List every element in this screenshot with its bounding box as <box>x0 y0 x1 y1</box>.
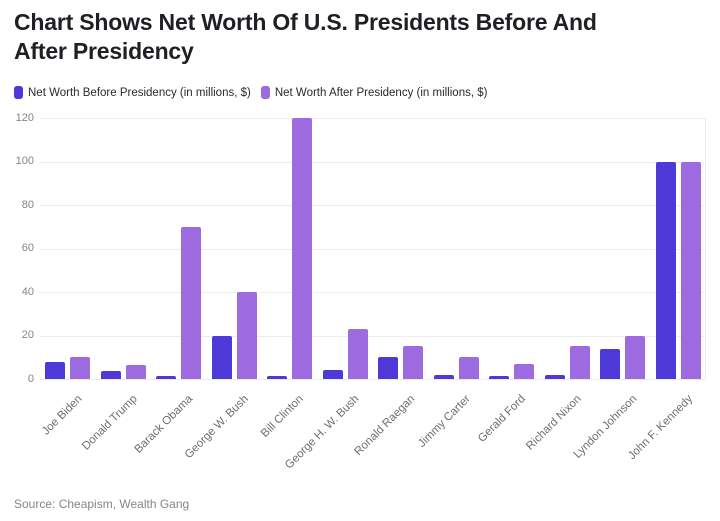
bar-group-richard-nixon <box>540 118 596 379</box>
x-axis-label-richard-nixon: Richard Nixon <box>524 393 584 453</box>
bar-group-john-f-kennedy <box>651 118 707 379</box>
y-axis-tick-label-80: 80 <box>21 198 34 211</box>
gridline-100 <box>40 161 706 163</box>
bar-before-george-h-w-bush <box>322 370 343 379</box>
bar-after-jimmy-carter <box>458 357 479 379</box>
bar-after-george-h-w-bush <box>347 328 368 379</box>
bar-after-joe-biden <box>70 357 91 379</box>
bar-group-george-h-w-bush <box>318 118 374 379</box>
chart-legend: Net Worth Before Presidency (in millions… <box>14 86 487 99</box>
net-worth-bar-chart: 0 20 40 60 80 100 120 Joe Biden Donald Trump Bar… <box>0 112 720 518</box>
y-axis-tick-label-100: 100 <box>15 155 34 167</box>
bar-after-richard-nixon <box>569 346 590 379</box>
x-axis-label-barack-obama: Barack Obama <box>132 393 196 456</box>
y-axis-tick-label-120: 120 <box>15 111 34 124</box>
bar-group-donald-trump <box>96 118 152 379</box>
legend-swatch-after-icon <box>260 86 270 99</box>
legend-swatch-before-icon <box>14 86 23 99</box>
page-title-line2: After Presidency <box>14 37 194 64</box>
legend-label-before: Net Worth Before Presidency (in millions… <box>28 86 251 99</box>
legend-item-after: Net Worth After Presidency (in millions,… <box>260 86 488 99</box>
x-axis-label-jimmy-carter: Jimmy Carter <box>415 393 473 450</box>
bar-before-john-f-kennedy <box>655 161 676 379</box>
bar-group-barack-obama <box>151 118 207 379</box>
y-axis-tick-label-20: 20 <box>21 329 34 341</box>
y-axis-tick-label-60: 60 <box>21 242 34 254</box>
bar-after-george-w-bush <box>236 292 257 379</box>
bar-after-barack-obama <box>181 226 202 379</box>
gridline-20 <box>40 335 706 337</box>
y-axis-tick-label-0: 0 <box>27 372 34 385</box>
bar-before-joe-biden <box>45 361 66 379</box>
bar-before-lyndon-johnson <box>600 348 621 379</box>
y-axis: 0 20 40 60 80 100 120 <box>0 112 34 385</box>
bar-before-gerald-ford <box>489 376 510 379</box>
x-axis-label-bill-clinton: Bill Clinton <box>259 393 307 440</box>
gridline-60 <box>40 248 706 250</box>
page-title: Chart Shows Net Worth Of U.S. Presidents… <box>14 8 694 65</box>
gridline-40 <box>40 292 706 293</box>
bar-after-bill-clinton <box>292 118 313 379</box>
bar-before-barack-obama <box>156 376 177 379</box>
bar-after-lyndon-johnson <box>625 335 646 379</box>
legend-item-before: Net Worth Before Presidency (in millions… <box>14 86 251 99</box>
bar-before-donald-trump <box>100 371 121 379</box>
bar-before-jimmy-carter <box>433 374 454 379</box>
x-axis-label-donald-trump: Donald Trump <box>80 393 140 453</box>
bar-before-bill-clinton <box>267 376 288 379</box>
bar-group-ronald-raegan <box>373 118 429 379</box>
bar-after-donald-trump <box>125 364 146 379</box>
bar-group-jimmy-carter <box>429 118 485 379</box>
gridline-120 <box>40 118 706 119</box>
bar-after-ronald-raegan <box>403 346 424 379</box>
bar-before-ronald-raegan <box>378 357 399 379</box>
x-axis-label-gerald-ford: Gerald Ford <box>476 393 529 445</box>
x-axis: Joe Biden Donald Trump Barack Obama George … <box>40 385 706 510</box>
bar-group-george-w-bush <box>207 118 263 379</box>
x-axis-label-joe-biden: Joe Biden <box>39 393 85 438</box>
x-axis-label-ronald-raegan: Ronald Raegan <box>352 393 418 458</box>
bar-before-george-w-bush <box>211 335 232 379</box>
bar-group-joe-biden <box>40 118 96 379</box>
bar-after-john-f-kennedy <box>680 161 701 379</box>
gridline-0 <box>40 379 706 380</box>
bar-group-bill-clinton <box>262 118 318 379</box>
bar-before-richard-nixon <box>544 374 565 379</box>
bar-after-gerald-ford <box>514 363 535 379</box>
page-title-line1: Chart Shows Net Worth Of U.S. Presidents… <box>14 9 597 35</box>
legend-label-after: Net Worth After Presidency (in millions,… <box>274 86 488 99</box>
bar-group-lyndon-johnson <box>595 118 651 379</box>
y-axis-tick-label-40: 40 <box>21 285 34 298</box>
source-text: Source: Cheapism, Wealth Gang <box>14 497 190 511</box>
bar-group-gerald-ford <box>484 118 540 379</box>
plot-right-border <box>705 118 706 380</box>
gridline-80 <box>40 205 706 206</box>
plot-area <box>40 118 707 380</box>
